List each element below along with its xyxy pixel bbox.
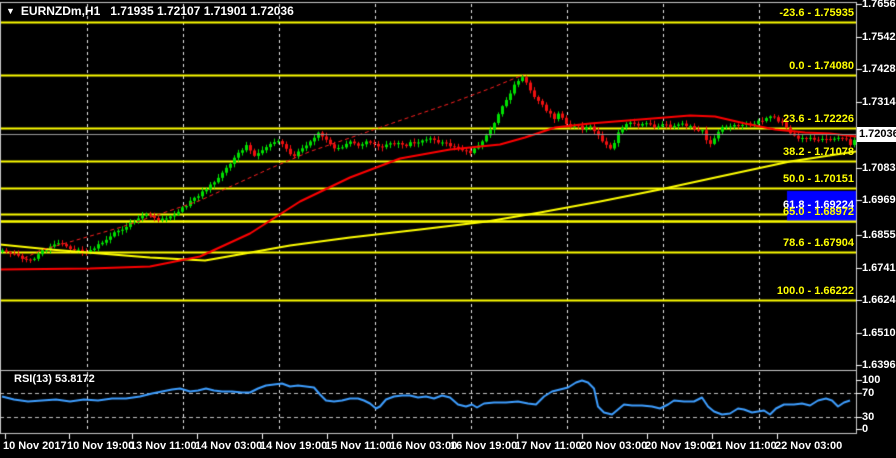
rsi-indicator-label: RSI(13) 53.8172 (14, 373, 95, 385)
current-price-tag: 1.72036 (857, 127, 896, 142)
